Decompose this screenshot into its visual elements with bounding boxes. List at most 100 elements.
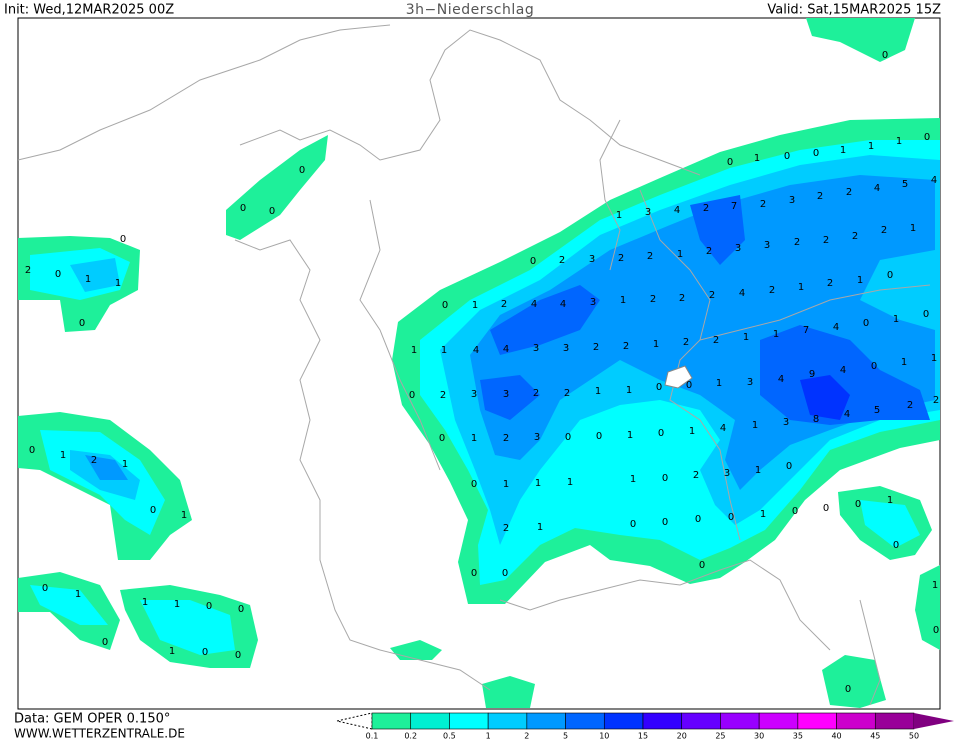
lake: [664, 365, 693, 389]
color-bar-label: 30: [754, 732, 764, 741]
init-time: Init: Wed,12MAR2025 00Z: [4, 3, 174, 18]
precip-value: 2: [823, 235, 829, 246]
color-bar-label: 2: [524, 732, 529, 741]
precip-value: 0: [240, 203, 246, 214]
precip-value: 1: [716, 378, 722, 389]
precip-value: 1: [616, 210, 622, 221]
precip-value: 0: [235, 650, 241, 661]
precip-value: 0: [686, 380, 692, 391]
borders: [17, 24, 931, 706]
color-bar-label: 25: [715, 732, 725, 741]
precip-value: 1: [932, 580, 938, 591]
precip-value: 0: [120, 234, 126, 245]
color-bar-label: 0.1: [366, 732, 379, 741]
precip-value: 0: [206, 601, 212, 612]
precip-value: 0: [882, 50, 888, 61]
color-bar-swatch: [642, 712, 683, 730]
precip-value: 2: [564, 388, 570, 399]
precip-value: 0: [695, 514, 701, 525]
precip-value: 4: [874, 183, 880, 194]
color-bar-label: 1: [486, 732, 491, 741]
precip-value: 1: [857, 275, 863, 286]
precip-value: 3: [589, 254, 595, 265]
precip-value: 0: [823, 503, 829, 514]
precip-value: 1: [620, 295, 626, 306]
precip-value: 0: [202, 647, 208, 658]
precip-value: 4: [531, 299, 537, 310]
color-bar-swatch: [410, 712, 450, 730]
precip-5: [480, 195, 930, 425]
precip-value: 1: [122, 459, 128, 470]
color-bar-swatch: [449, 712, 489, 730]
precip-value: 0: [845, 684, 851, 695]
precip-value: 0: [442, 300, 448, 311]
precip-value: 0: [662, 517, 668, 528]
precip-value: 2: [503, 433, 509, 444]
precip-value: 0: [596, 431, 602, 442]
precip-value: 0: [42, 583, 48, 594]
precip-value: 0: [792, 506, 798, 517]
precip-value: 3: [789, 195, 795, 206]
precip-value: 4: [674, 205, 680, 216]
precip-value: 2: [650, 294, 656, 305]
precip-value: 0: [238, 604, 244, 615]
precip-value: 1: [798, 282, 804, 293]
precip-value: 2: [846, 187, 852, 198]
precip-value: 2: [503, 523, 509, 534]
precip-value: 1: [85, 274, 91, 285]
precip-value: 1: [901, 357, 907, 368]
precip-value: 0: [150, 505, 156, 516]
precip-value: 2: [703, 203, 709, 214]
precip-value: 2: [852, 231, 858, 242]
precip-value: 4: [560, 299, 566, 310]
precip-value: 2: [91, 455, 97, 466]
precip-value: 4: [720, 423, 726, 434]
precip-value: 0: [471, 568, 477, 579]
precip-value: 0: [728, 512, 734, 523]
precip-value: 0: [871, 361, 877, 372]
precip-value: 3: [645, 207, 651, 218]
precip-value: 4: [503, 344, 509, 355]
color-bar-swatch: [603, 712, 644, 730]
precip-value: 0: [439, 433, 445, 444]
precip-value: 0: [784, 151, 790, 162]
precip-value: 4: [833, 322, 839, 333]
precip-value: 0: [630, 519, 636, 530]
precip-value: 2: [933, 395, 939, 406]
color-bar-swatch: [565, 712, 605, 730]
precip-value: 0: [102, 637, 108, 648]
precip-value: 1: [773, 329, 779, 340]
precip-value: 1: [626, 385, 632, 396]
precip-value: 2: [501, 299, 507, 310]
precip-value: 1: [893, 314, 899, 325]
color-bar-label: 50: [909, 732, 919, 741]
precip-value: 3: [764, 240, 770, 251]
precip-value: 0: [933, 625, 939, 636]
precip-value: 2: [623, 341, 629, 352]
precip-value: 2: [827, 278, 833, 289]
precip-value: 2: [760, 199, 766, 210]
color-bar-label: 40: [831, 732, 841, 741]
color-bar-label: 15: [638, 732, 648, 741]
precip-value: 1: [441, 345, 447, 356]
precip-value: 5: [902, 179, 908, 190]
precip-value: 2: [713, 335, 719, 346]
precip-value: 2: [817, 191, 823, 202]
color-bar-low-arrow: [336, 712, 373, 730]
precip-value: 2: [559, 255, 565, 266]
precip-value: 0: [813, 148, 819, 159]
precip-value: 1: [677, 249, 683, 260]
color-bar-label: 5: [563, 732, 568, 741]
map: [17, 18, 940, 708]
precip-value: 0: [29, 445, 35, 456]
precip-value: 4: [931, 175, 937, 186]
precip-value: 1: [142, 597, 148, 608]
precip-value: 3: [471, 389, 477, 400]
precip-value: 1: [868, 141, 874, 152]
precip-value: 2: [25, 265, 31, 276]
precip-value: 1: [653, 339, 659, 350]
precip-value: 4: [778, 374, 784, 385]
precip-value: 0: [662, 473, 668, 484]
precip-value: 1: [627, 430, 633, 441]
